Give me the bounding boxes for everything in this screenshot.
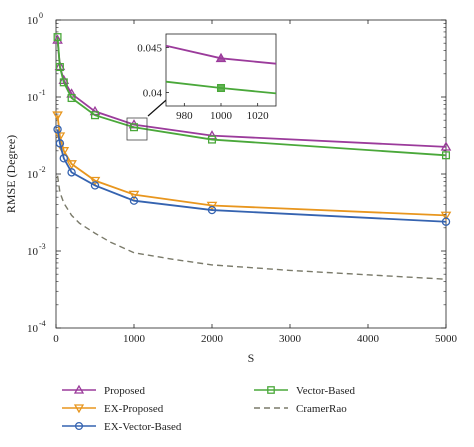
x-tick-label: 1000 [123, 333, 146, 345]
legend-label: Proposed [104, 385, 145, 397]
inset-plot: 980 1000 1020 0.045 0.04 [137, 33, 277, 123]
inset-y-tick-label: 0.04 [143, 88, 163, 100]
inset-y-tick-label: 0.045 [137, 43, 162, 55]
y-tick-exponent: -4 [39, 319, 46, 328]
series-vector-based [53, 33, 451, 160]
y-axis-label: RMSE (Degree) [4, 135, 18, 213]
y-tick-label: 10 [27, 92, 39, 104]
data-point-ex-vector-based [129, 196, 139, 205]
x-axis: 0 1000 2000 3000 4000 5000 [53, 20, 458, 345]
legend-marker [74, 421, 84, 431]
data-point-ex-proposed [206, 201, 218, 211]
inset-data-point-proposed [215, 52, 227, 63]
data-point-ex-proposed [52, 111, 63, 121]
data-point-ex-vector-based [207, 205, 217, 215]
data-point-ex-vector-based [59, 154, 69, 163]
legend: Proposed EX-Proposed EX-Vector-Based Vector… [62, 384, 356, 433]
inset-frame [165, 33, 277, 107]
legend-marker [73, 404, 85, 414]
inset-x-tick-label: 1020 [247, 110, 270, 122]
x-tick-label: 3000 [279, 333, 302, 345]
series-line-ex-vector-based [56, 129, 447, 223]
legend-item-proposed: Proposed [62, 384, 145, 397]
legend-item-cramerrao: CramerRao [254, 403, 347, 415]
inset-axes: 980 1000 1020 0.045 0.04 [137, 43, 269, 123]
inset-x-tick-label: 980 [176, 110, 193, 122]
main-plot-area: 0 1000 2000 3000 4000 5000 10-410-310-210-110… [4, 11, 458, 365]
x-axis-label: S [248, 351, 255, 365]
series-line-cramerrao [56, 175, 447, 280]
data-point-vector-based [129, 123, 139, 132]
inset-series-proposed [165, 44, 277, 65]
legend-label: Vector-Based [296, 385, 356, 397]
legend-item-ex-proposed: EX-Proposed [62, 403, 164, 415]
zoom-region-box [126, 117, 148, 141]
data-point-vector-based [55, 63, 64, 72]
data-point-vector-based [90, 111, 100, 120]
data-point-ex-proposed [128, 190, 140, 201]
data-point-vector-based [59, 78, 68, 87]
x-tick-label: 4000 [357, 333, 380, 345]
data-point-vector-based [441, 151, 451, 160]
legend-marker [73, 384, 85, 394]
data-point-ex-vector-based [90, 181, 100, 190]
data-point-ex-proposed [89, 176, 101, 187]
y-tick-label: 10 [27, 246, 39, 258]
x-tick-label: 0 [53, 333, 59, 345]
y-tick-exponent: 0 [39, 11, 43, 20]
legend-label: EX-Vector-Based [104, 421, 182, 433]
data-point-vector-based [207, 135, 217, 144]
legend-label: CramerRao [296, 403, 347, 415]
series-line-vector-based [56, 37, 447, 157]
legend-item-vector-based: Vector-Based [254, 385, 356, 397]
data-point-vector-based [67, 94, 76, 103]
data-point-ex-proposed [66, 160, 77, 170]
inset-data-point-vector-based [216, 83, 226, 93]
y-tick-label: 10 [27, 169, 39, 181]
data-point-ex-vector-based [67, 168, 76, 177]
series-layer [52, 33, 452, 280]
series-ex-proposed [52, 111, 452, 221]
y-tick-label: 10 [27, 15, 39, 27]
inset-x-tick-label: 1000 [210, 110, 233, 122]
series-ex-vector-based [53, 125, 451, 226]
y-tick-exponent: -3 [39, 242, 46, 251]
data-point-ex-proposed [440, 211, 452, 221]
legend-marker [267, 386, 275, 394]
inset-series-layer [165, 44, 277, 95]
data-point-proposed [440, 141, 452, 151]
x-tick-label: 5000 [435, 333, 458, 345]
data-point-ex-proposed [54, 132, 66, 142]
data-point-ex-vector-based [55, 139, 65, 148]
x-tick-label: 2000 [201, 333, 224, 345]
legend-item-ex-vector-based: EX-Vector-Based [62, 421, 182, 433]
data-point-ex-vector-based [53, 125, 62, 134]
y-tick-exponent: -1 [39, 88, 46, 97]
y-tick-label: 10 [27, 323, 39, 335]
y-tick-exponent: -2 [39, 165, 46, 174]
series-line-ex-proposed [56, 115, 447, 217]
series-cramerrao [56, 175, 447, 280]
data-point-ex-vector-based [441, 217, 451, 226]
inset-series-vector-based [165, 80, 277, 95]
legend-label: EX-Proposed [104, 403, 164, 415]
data-point-vector-based [53, 33, 62, 42]
